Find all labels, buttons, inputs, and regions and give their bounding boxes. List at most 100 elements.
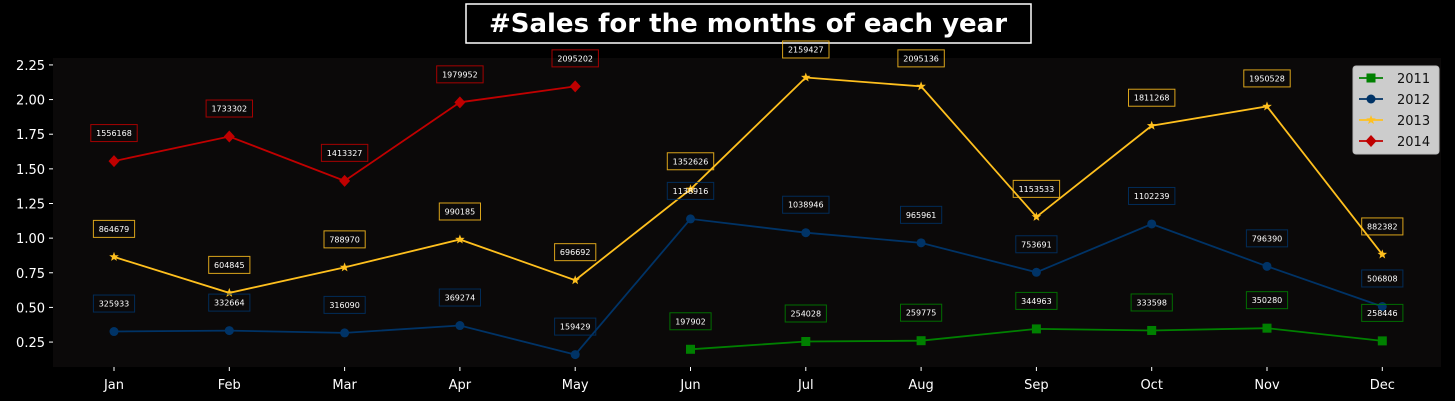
data-label-2012: 316090 [323, 295, 366, 314]
data-point-circle [1366, 94, 1376, 104]
data-label-text: 1413327 [327, 149, 363, 158]
data-label-box [900, 205, 943, 224]
data-label-box [1245, 291, 1289, 310]
data-point-star [801, 72, 811, 82]
data-point-circle [916, 238, 926, 248]
data-point-square [686, 344, 695, 354]
data-label-text: 325933 [99, 300, 130, 309]
data-point-star [224, 287, 235, 297]
data-label-2011: 350280 [1245, 291, 1289, 310]
data-point-circle [455, 321, 465, 331]
data-point-star [685, 184, 696, 194]
x-tick-label: Apr [449, 378, 472, 393]
data-point-square [916, 336, 926, 346]
series-2014 [108, 80, 581, 187]
chart-title-box [465, 3, 1032, 44]
y-tick-label: 1.75 [16, 128, 45, 143]
data-label-text: 1352626 [673, 157, 709, 166]
data-point-diamond [1365, 135, 1377, 147]
data-label-box [1361, 269, 1404, 288]
data-point-diamond [569, 80, 581, 93]
data-label-2011: 254028 [784, 304, 827, 323]
data-label-text: 990185 [445, 207, 476, 216]
legend-label: 2014 [1397, 135, 1430, 150]
data-label-text: 259775 [906, 309, 937, 318]
data-point-circle [1262, 261, 1272, 271]
data-point-circle [340, 328, 350, 338]
data-label-2013: 882382 [1361, 217, 1404, 236]
data-label-layer: 197902 254028 259775 344963 333598 350280 2584… [90, 40, 1404, 336]
data-point-star [1377, 249, 1388, 259]
x-tick-label: Nov [1254, 378, 1280, 393]
data-label-box [784, 304, 827, 323]
legend-entry-2014: 2014 [1359, 135, 1430, 150]
data-label-2011: 333598 [1130, 293, 1173, 312]
data-label-text: 1153533 [1019, 185, 1055, 194]
data-label-text: 316090 [329, 301, 360, 310]
data-label-2013: 696692 [554, 243, 597, 262]
data-label-2013: 1352626 [666, 152, 715, 171]
y-tick-label: 1.00 [16, 232, 45, 247]
data-point-diamond [454, 96, 466, 109]
data-point-square [1377, 336, 1387, 346]
data-label-box [897, 49, 945, 68]
data-label-text: 965961 [906, 211, 937, 220]
data-label-box [554, 317, 597, 336]
data-label-text: 788970 [329, 235, 360, 244]
legend-entry-2012: 2012 [1359, 93, 1430, 108]
data-label-2014: 1556168 [90, 124, 138, 143]
data-label-2014: 2095202 [551, 49, 599, 68]
data-label-text: 604845 [214, 261, 245, 270]
data-label-box [1128, 88, 1176, 107]
legend-label: 2013 [1397, 114, 1430, 129]
data-label-2013: 2159427 [782, 40, 830, 59]
data-label-box [782, 40, 830, 59]
data-point-star [1366, 115, 1376, 124]
series-line-2012 [113, 217, 1383, 356]
data-label-box [666, 181, 715, 200]
data-label-2012: 796390 [1245, 229, 1289, 248]
data-label-text: 197902 [675, 317, 706, 326]
y-tick-label: 0.50 [16, 301, 45, 316]
data-label-text: 1556168 [96, 129, 132, 138]
data-point-star [1031, 211, 1042, 221]
data-point-star [109, 251, 119, 261]
data-point-circle [1147, 219, 1157, 229]
data-point-square [1147, 325, 1157, 335]
data-label-2013: 1811268 [1128, 88, 1176, 107]
chart-title: #Sales for the months of each year [465, 3, 1032, 44]
data-label-text: 333598 [1136, 298, 1167, 307]
data-label-box [1128, 186, 1176, 205]
legend-entry-2011: 2011 [1359, 72, 1430, 87]
data-point-diamond [223, 130, 235, 143]
data-label-2011: 259775 [900, 303, 943, 322]
data-label-text: 1733302 [211, 105, 247, 114]
series-line-2013 [113, 76, 1384, 294]
data-label-box [438, 288, 481, 307]
data-label-text: 796390 [1252, 234, 1283, 243]
x-tick-label: Jun [679, 378, 700, 393]
data-point-circle [686, 214, 695, 224]
data-label-text: 332664 [214, 299, 245, 308]
data-label-text: 2159427 [788, 45, 824, 54]
data-label-text: 258446 [1367, 309, 1398, 318]
x-axis: Jan Feb Mar Apr May Jun Jul Aug Sep Oct Nov Dec [103, 367, 1395, 393]
data-point-star [570, 275, 580, 285]
data-label-2011: 258446 [1361, 303, 1404, 322]
data-label-text: 254028 [791, 310, 822, 319]
data-label-2013: 1153533 [1012, 179, 1061, 198]
y-tick-label: 1.50 [16, 163, 45, 178]
data-label-box [782, 195, 830, 214]
data-label-box [320, 143, 369, 162]
legend: 2011 2012 2013 2014 [1352, 65, 1440, 155]
data-label-2012: 332664 [208, 293, 251, 312]
series-2012 [109, 214, 1387, 360]
chart-title-text: #Sales for the months of each year [489, 9, 1007, 39]
data-label-2012: 753691 [1015, 235, 1058, 254]
data-label-box [205, 99, 254, 118]
data-label-2012: 1102239 [1128, 186, 1176, 205]
data-label-2012: 1038946 [782, 195, 830, 214]
data-label-box [436, 65, 484, 84]
data-label-box [92, 294, 136, 313]
